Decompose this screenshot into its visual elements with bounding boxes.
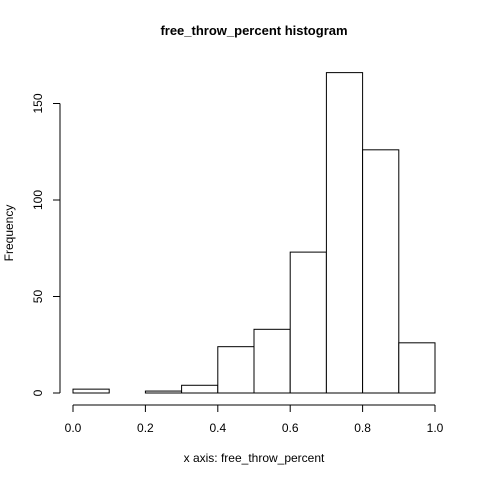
x-tick-label-4: 0.8 [354, 421, 371, 435]
y-tick-label-2: 100 [31, 190, 45, 210]
histogram-bar-9 [398, 342, 436, 394]
histogram-bar-8 [362, 149, 400, 394]
histogram-bar-7 [325, 72, 364, 394]
histogram-bar-4 [217, 346, 255, 394]
x-tick-label-5: 1.0 [427, 421, 444, 435]
x-tick-label-2: 0.4 [209, 421, 226, 435]
histogram-bar-6 [289, 251, 327, 394]
histogram-bar-0 [72, 388, 110, 394]
histogram-bar-2 [144, 390, 183, 394]
y-axis-label: Frequency [2, 205, 16, 262]
y-tick-label-1: 50 [31, 290, 45, 304]
y-axis: 0 50 100 150 [31, 93, 61, 396]
x-tick-label-0: 0.0 [65, 421, 82, 435]
x-tick-label-1: 0.2 [137, 421, 154, 435]
histogram-bar-5 [253, 328, 291, 394]
x-axis: 0.0 0.2 0.4 0.6 0.8 1.0 [65, 404, 444, 435]
y-tick-label-3: 150 [31, 93, 45, 113]
chart-title: free_throw_percent histogram [160, 23, 347, 38]
histogram-bar-3 [181, 384, 219, 394]
y-tick-label-0: 0 [31, 389, 45, 396]
bars-group [72, 72, 436, 394]
x-tick-label-3: 0.6 [282, 421, 299, 435]
x-axis-label: x axis: free_throw_percent [184, 451, 325, 465]
